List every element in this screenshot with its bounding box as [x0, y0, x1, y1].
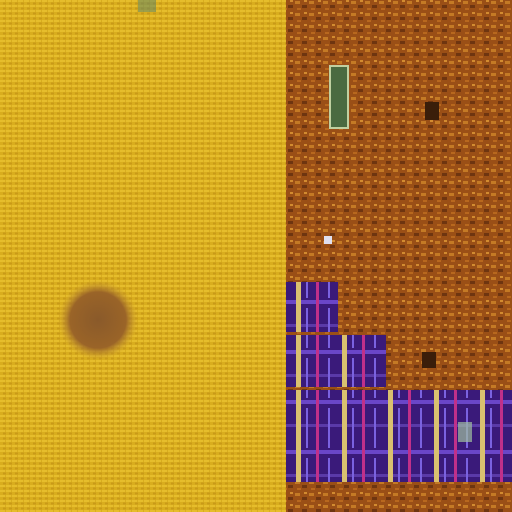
speck: [458, 422, 472, 442]
purple-block: [286, 390, 512, 482]
light-item: [324, 236, 332, 244]
yellow-panel: [0, 0, 286, 512]
speck: [138, 0, 156, 12]
green-item: [329, 65, 349, 129]
dark-item: [425, 102, 439, 120]
dark-item: [422, 352, 436, 368]
purple-block: [286, 335, 386, 387]
brown-spot: [58, 280, 138, 360]
purple-block: [286, 282, 338, 332]
